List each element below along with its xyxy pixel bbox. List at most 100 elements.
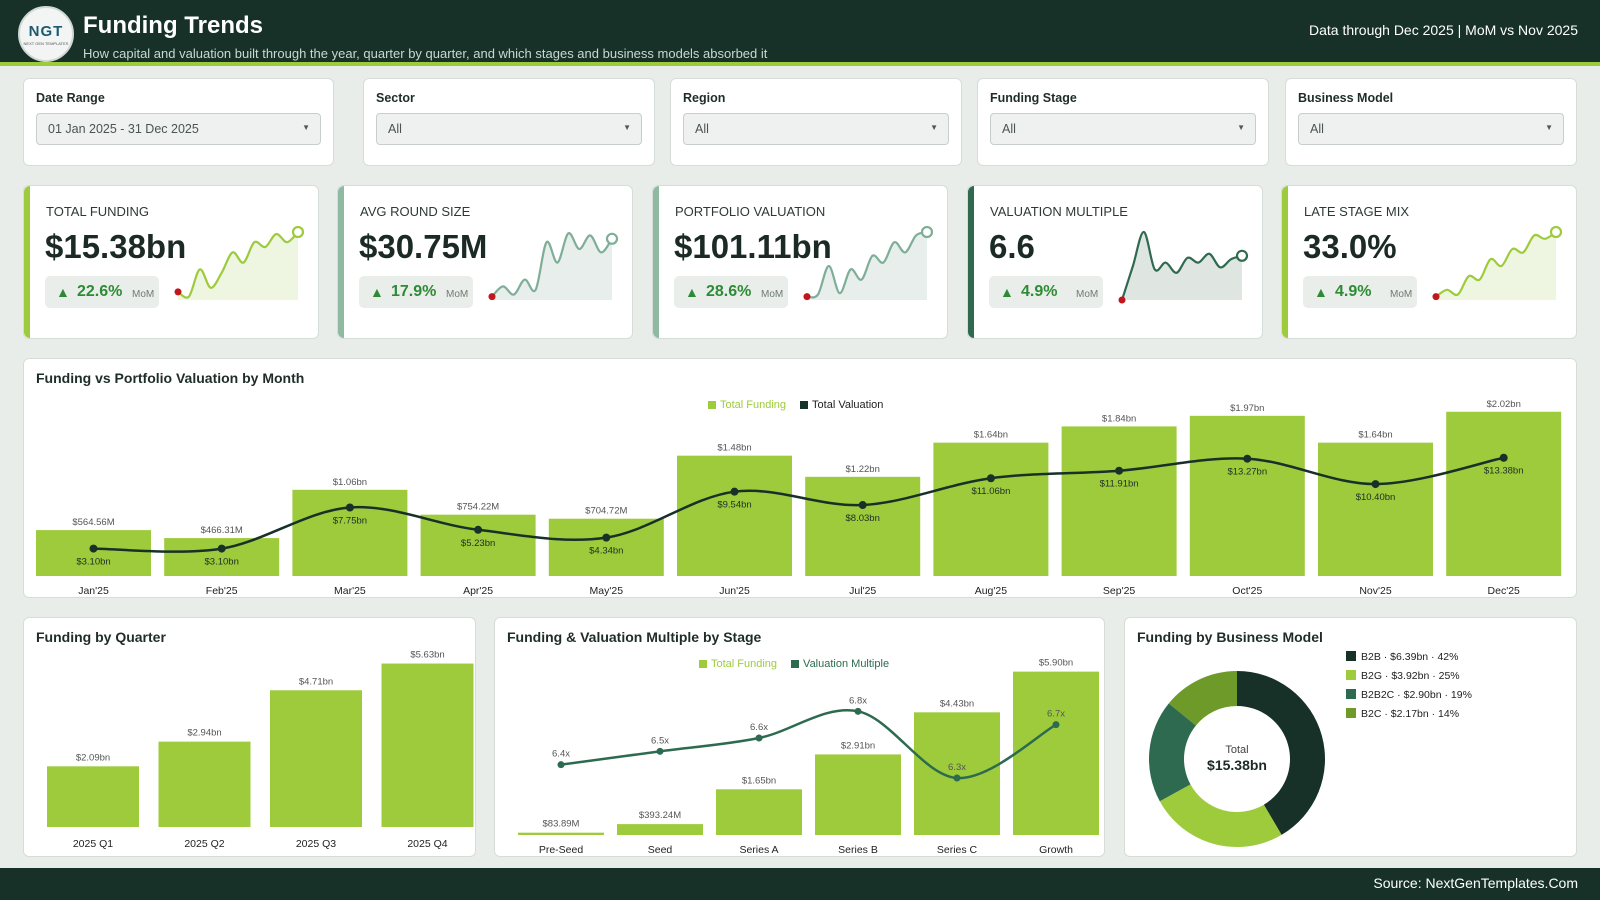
- x-axis-tick-label: Seed: [648, 844, 673, 856]
- sparkline-end-point: [605, 232, 619, 245]
- x-axis-tick-label: 2025 Q4: [407, 838, 447, 850]
- stage-funding-bar: [716, 789, 802, 835]
- funding-data-label: $564.56M: [72, 517, 114, 528]
- arrow-up-icon: ▲: [685, 284, 699, 300]
- valuation-point: [602, 533, 611, 542]
- monthly-chart-card: Funding vs Portfolio Valuation by Month …: [23, 358, 1577, 598]
- x-axis-tick-label: Aug'25: [975, 585, 1008, 597]
- quarter-chart: $2.09bn 2025 Q1 $2.94bn 2025 Q2 $4.71bn 2025 …: [47, 650, 474, 850]
- bar-data-label: $2.91bn: [841, 740, 875, 751]
- valuation-multiple-point: [656, 747, 664, 755]
- funding-stage-select[interactable]: All ▼: [990, 113, 1256, 145]
- filter-label: Sector: [376, 91, 415, 105]
- legend-swatch: [708, 401, 716, 410]
- valuation-data-label: $9.54bn: [717, 500, 751, 511]
- x-axis-tick-label: Dec'25: [1488, 585, 1521, 597]
- region-select[interactable]: All ▼: [683, 113, 949, 145]
- sector-select[interactable]: All ▼: [376, 113, 642, 145]
- kpi-label: TOTAL FUNDING: [46, 204, 150, 219]
- legend-label: Total Valuation: [812, 399, 884, 411]
- stage-funding-bar: [518, 832, 604, 835]
- x-axis-tick-label: Mar'25: [334, 585, 366, 597]
- funding-bar: [933, 442, 1049, 576]
- business-model-select[interactable]: All ▼: [1298, 113, 1564, 145]
- kpi-accent-bar: [24, 186, 30, 338]
- multiple-data-label: 6.6x: [750, 722, 768, 733]
- legend-swatch: [1346, 670, 1356, 680]
- kpi-accent-bar: [1282, 186, 1288, 338]
- sparkline-start-point: [1118, 296, 1126, 304]
- multiple-data-label: 6.7x: [1047, 709, 1065, 720]
- business-model-donut-chart: Total$15.38bn B2B · $6.39bn · 42% B2G · $3…: [1149, 651, 1472, 847]
- business-model-card: Funding by Business Model Total $15.38bn B…: [1124, 617, 1577, 857]
- chart-title: Funding vs Portfolio Valuation by Month: [36, 370, 305, 386]
- bar-data-label: $2.09bn: [76, 752, 110, 763]
- valuation-data-label: $13.38bn: [1484, 466, 1524, 477]
- funding-data-label: $1.48bn: [717, 443, 751, 454]
- donut-slice-b2b2c: [1149, 703, 1196, 802]
- x-axis-tick-label: Jul'25: [849, 585, 876, 597]
- kpi-card-avg-round-size: AVG ROUND SIZE $30.75M ▲ 17.9% MoM: [337, 185, 633, 339]
- kpi-value: $15.38bn: [45, 228, 187, 265]
- kpi-change-badge: ▲ 17.9% MoM: [359, 276, 473, 308]
- sparkline-line: [1435, 231, 1557, 298]
- x-axis-tick-label: Oct'25: [1232, 585, 1262, 597]
- filter-value: All: [1002, 122, 1016, 136]
- legend-item-b2b: B2B · $6.39bn · 42%: [1361, 651, 1458, 663]
- valuation-data-label: $13.27bn: [1227, 467, 1267, 478]
- funding-bar: [420, 514, 536, 576]
- legend-label: Total Funding: [720, 399, 787, 411]
- funding-data-label: $1.06bn: [333, 477, 367, 488]
- valuation-point: [986, 474, 995, 483]
- sparkline-start-point: [803, 293, 811, 301]
- legend-item-funding: Total Funding: [699, 658, 777, 670]
- kpi-accent-bar: [653, 186, 659, 338]
- donut-slice-b2b: [1237, 671, 1325, 835]
- funding-data-label: $1.64bn: [1358, 430, 1392, 441]
- donut-center-value: $15.38bn: [1207, 757, 1267, 773]
- kpi-card-late-stage-mix: LATE STAGE MIX 33.0% ▲ 4.9% MoM: [1281, 185, 1577, 339]
- filter-card-business-model: Business Model All ▼: [1285, 78, 1577, 166]
- sparkline-line: [491, 232, 613, 298]
- x-axis-tick-label: Jun'25: [719, 585, 750, 597]
- filter-value: All: [695, 122, 709, 136]
- stage-funding-bar: [815, 754, 901, 835]
- kpi-change-period: MoM: [132, 289, 155, 300]
- valuation-point: [345, 503, 354, 512]
- legend-swatch: [800, 401, 809, 410]
- valuation-data-label: $10.40bn: [1356, 492, 1396, 503]
- funding-bar: [292, 489, 408, 576]
- legend-item-funding: Total Funding: [708, 399, 786, 411]
- funding-data-label: $2.02bn: [1487, 399, 1521, 410]
- kpi-label: PORTFOLIO VALUATION: [675, 204, 826, 219]
- footer-bar: Source: NextGenTemplates.Com: [0, 868, 1600, 900]
- bar-data-label: $1.65bn: [742, 775, 776, 786]
- valuation-point: [89, 544, 98, 553]
- funding-bar: [677, 455, 792, 576]
- x-axis-tick-label: Feb'25: [206, 585, 238, 597]
- bar-data-label: $5.63bn: [410, 650, 444, 661]
- valuation-multiple-point: [953, 774, 961, 782]
- sparkline-area: [1436, 232, 1556, 300]
- filter-label: Business Model: [1298, 91, 1394, 105]
- funding-data-label: $1.64bn: [974, 430, 1008, 441]
- multiple-data-label: 6.5x: [651, 735, 669, 746]
- stage-funding-bar: [914, 712, 1000, 835]
- legend-label: Valuation Multiple: [803, 658, 890, 670]
- arrow-up-icon: ▲: [1000, 284, 1014, 300]
- date-range-select[interactable]: 01 Jan 2025 - 31 Dec 2025 ▼: [36, 113, 321, 145]
- funding-bar: [1061, 426, 1177, 576]
- valuation-multiple-point: [557, 761, 565, 769]
- kpi-sparkline: [488, 232, 619, 301]
- valuation-point: [858, 501, 867, 510]
- stage-chart: $83.89M Pre-Seed $393.24M Seed $1.65bn Series…: [518, 658, 1099, 856]
- funding-data-label: $466.31M: [201, 525, 243, 536]
- valuation-data-label: $5.23bn: [461, 538, 495, 549]
- bar-data-label: $4.43bn: [940, 698, 974, 709]
- valuation-line: [93, 456, 1504, 553]
- page-subtitle: How capital and valuation built through …: [83, 46, 768, 61]
- sparkline-line: [177, 231, 299, 299]
- funding-data-label: $1.22bn: [846, 464, 880, 475]
- legend-swatch: [1346, 689, 1356, 699]
- filter-label: Funding Stage: [990, 91, 1077, 105]
